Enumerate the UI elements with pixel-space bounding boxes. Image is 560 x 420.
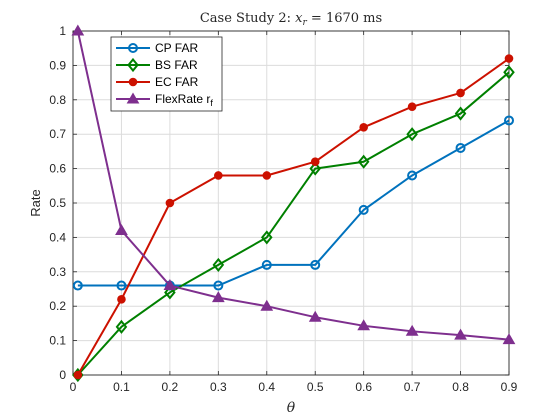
data-point-cp-far (261, 259, 272, 270)
data-point-cp-far (72, 280, 83, 291)
data-point-flexrate (211, 291, 225, 303)
y-tick-label: 1 (59, 24, 66, 38)
series-ec-far (73, 54, 514, 380)
x-tick-label: 0.5 (307, 380, 324, 394)
x-axis-label: θ (287, 400, 296, 416)
data-point-flexrate (357, 319, 371, 331)
legend-marker-cp-far (128, 43, 138, 53)
data-point-ec-far (310, 157, 320, 167)
data-point-bs-far (260, 230, 273, 245)
data-point-ec-far (214, 171, 223, 180)
series-line-ec-far (76, 57, 510, 376)
data-point-flexrate (405, 324, 419, 336)
chart-title-prefix: Case Study 2: (200, 11, 295, 26)
x-tick-label: 0.4 (258, 380, 275, 394)
data-point-flexrate (115, 224, 128, 236)
legend-label-flexrate: FlexRate rf (155, 92, 213, 108)
data-point-cp-far (213, 280, 224, 291)
data-point-bs-far (357, 154, 370, 169)
chart-title-suffix: = 1670 ms (307, 11, 382, 26)
data-point-flexrate (502, 333, 516, 345)
data-point-ec-far (359, 123, 368, 132)
y-tick-label: 0 (59, 368, 66, 382)
x-tick-label: 0.7 (404, 380, 421, 394)
data-point-flexrate (308, 310, 322, 322)
legend-label-ec-far: EC FAR (155, 75, 199, 89)
series-line-cp-far (77, 119, 510, 287)
y-tick-label: 0.5 (49, 196, 66, 210)
data-point-bs-far (454, 106, 467, 121)
data-point-flexrate (260, 299, 274, 311)
data-point-flexrate (163, 279, 177, 291)
data-point-cp-far (310, 259, 321, 270)
data-point-bs-far (309, 161, 322, 176)
legend-label-flexrate-name: FlexRate r (155, 92, 210, 106)
x-tick-label: 0.8 (452, 380, 469, 394)
data-point-cp-far (407, 170, 418, 181)
data-point-ec-far (165, 198, 175, 208)
chart-title-subscript: r (302, 18, 307, 28)
y-tick-label: 0.7 (49, 127, 66, 141)
axis-ticks: 0 0.1 0.2 0.3 0.4 0.5 0.6 0.7 0.8 0.9 0 0.1 0.2 0.3 0.… (49, 24, 517, 394)
x-tick-label: 0 (70, 380, 77, 394)
y-axis-label: Rate (28, 189, 43, 216)
series-line-bs-far (77, 71, 510, 376)
x-tick-label: 0.2 (162, 380, 179, 394)
data-point-cp-far (504, 115, 514, 126)
legend-label-bs-far: BS FAR (155, 58, 198, 72)
data-point-ec-far (504, 54, 514, 63)
x-tick-label: 0.6 (355, 380, 372, 394)
legend: CP FAR BS FAR EC FAR FlexRate rf (110, 36, 223, 112)
legend-marker-bs-far (127, 57, 139, 73)
data-point-flexrate (454, 328, 467, 340)
series-flexrate (71, 24, 516, 345)
x-tick-label: 0.1 (113, 380, 130, 394)
data-point-cp-far (116, 280, 127, 291)
data-point-ec-far (117, 295, 126, 304)
x-tick-label: 0.3 (210, 380, 227, 394)
series-line-flexrate (76, 30, 510, 341)
legend-marker-ec-far (128, 77, 138, 87)
data-point-bs-far (164, 285, 176, 300)
legend-samples (116, 43, 150, 104)
y-tick-label: 0.4 (49, 230, 66, 244)
data-point-ec-far (407, 102, 417, 111)
data-point-bs-far (503, 65, 515, 80)
y-tick-label: 0.6 (49, 162, 66, 176)
chart-title: Case Study 2: xr = 1670 ms (200, 11, 382, 28)
series-layer (71, 24, 516, 383)
data-point-ec-far (262, 171, 272, 180)
chart-title-variable: x (295, 11, 303, 26)
data-point-ec-far (456, 88, 465, 98)
legend-label-flexrate-subscript: f (210, 98, 213, 108)
y-tick-label: 0.9 (49, 58, 66, 72)
data-point-bs-far (212, 257, 225, 272)
data-point-bs-far (406, 127, 418, 142)
legend-marker-flexrate (126, 92, 140, 104)
data-point-cp-far (358, 204, 369, 215)
data-point-flexrate (71, 24, 85, 36)
y-tick-label: 0.3 (49, 265, 66, 279)
y-tick-label: 0.1 (49, 334, 66, 348)
data-point-bs-far (115, 319, 128, 334)
x-tick-label: 0.9 (501, 380, 518, 394)
data-point-ec-far (73, 370, 83, 380)
data-point-cp-far (455, 142, 466, 153)
series-bs-far (72, 65, 515, 383)
y-tick-label: 0.2 (49, 299, 66, 313)
legend-label-cp-far: CP FAR (155, 41, 198, 55)
y-tick-label: 0.8 (49, 93, 66, 107)
